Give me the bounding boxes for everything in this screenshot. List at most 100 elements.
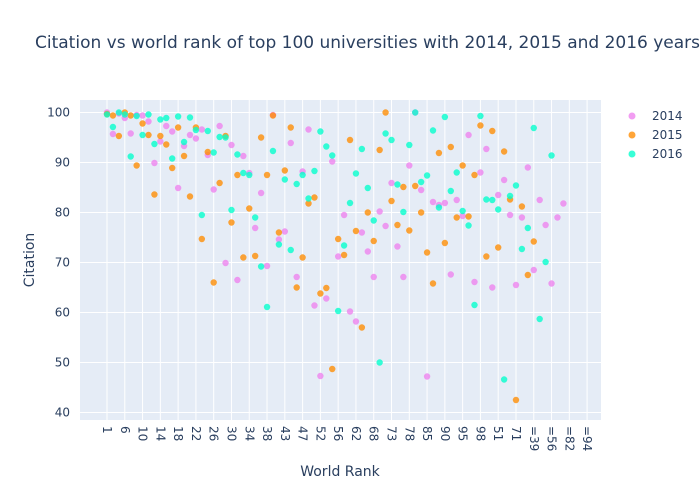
data-point-2014[interactable] (311, 302, 318, 309)
data-point-2014[interactable] (406, 162, 413, 169)
data-point-2015[interactable] (145, 131, 152, 139)
data-point-2016[interactable] (317, 128, 324, 135)
data-point-2014[interactable] (340, 211, 348, 219)
data-point-2014[interactable] (423, 373, 431, 380)
data-point-2016[interactable] (370, 217, 377, 224)
data-point-2014[interactable] (257, 189, 265, 197)
data-point-2015[interactable] (133, 162, 140, 169)
data-point-2016[interactable] (364, 184, 371, 192)
data-point-2015[interactable] (370, 237, 377, 245)
data-point-2016[interactable] (293, 180, 300, 188)
data-point-2016[interactable] (340, 242, 348, 249)
data-point-2015[interactable] (323, 284, 330, 292)
data-point-2014[interactable] (151, 159, 158, 167)
data-point-2016[interactable] (210, 149, 217, 156)
data-point-2016[interactable] (412, 109, 419, 116)
data-point-2016[interactable] (198, 211, 206, 219)
data-point-2016[interactable] (417, 178, 425, 186)
data-point-2015[interactable] (340, 251, 348, 259)
data-point-2016[interactable] (299, 171, 306, 179)
data-point-2016[interactable] (441, 113, 449, 121)
data-point-2015[interactable] (198, 235, 206, 243)
data-point-2016[interactable] (127, 153, 134, 160)
data-point-2015[interactable] (429, 280, 437, 287)
data-point-2015[interactable] (180, 152, 188, 160)
data-point-2015[interactable] (489, 127, 496, 135)
data-point-2015[interactable] (346, 136, 354, 144)
data-point-2014[interactable] (216, 122, 223, 130)
data-point-2015[interactable] (329, 365, 336, 373)
data-point-2015[interactable] (204, 148, 211, 156)
data-point-2015[interactable] (435, 149, 443, 157)
data-point-2016[interactable] (506, 192, 514, 200)
data-point-2014[interactable] (293, 273, 300, 281)
data-point-2014[interactable] (334, 253, 342, 260)
data-point-2014[interactable] (352, 318, 360, 325)
data-point-2016[interactable] (376, 359, 383, 366)
data-point-2016[interactable] (394, 181, 401, 188)
data-point-2015[interactable] (406, 227, 413, 234)
data-point-2015[interactable] (352, 227, 360, 235)
data-point-2016[interactable] (121, 111, 128, 118)
data-point-2015[interactable] (115, 132, 123, 140)
data-point-2014[interactable] (127, 130, 134, 137)
data-point-2014[interactable] (275, 236, 283, 243)
data-point-2014[interactable] (358, 229, 366, 236)
data-point-2016[interactable] (251, 214, 259, 221)
data-point-2015[interactable] (311, 194, 318, 201)
data-point-2014[interactable] (376, 208, 383, 215)
data-point-2016[interactable] (542, 258, 549, 266)
data-point-2016[interactable] (447, 187, 454, 195)
data-point-2015[interactable] (234, 171, 241, 179)
data-point-2015[interactable] (251, 252, 259, 260)
data-point-2015[interactable] (459, 162, 466, 169)
data-point-2014[interactable] (388, 179, 395, 187)
legend-item-2014[interactable]: 2014 (628, 109, 683, 123)
data-point-2016[interactable] (512, 182, 520, 189)
data-point-2015[interactable] (334, 235, 342, 243)
legend[interactable]: 2014 2015 2016 (628, 109, 683, 161)
data-point-2016[interactable] (186, 114, 194, 121)
data-point-2016[interactable] (216, 133, 223, 141)
data-point-2014[interactable] (506, 211, 514, 219)
data-point-2016[interactable] (323, 143, 330, 150)
data-point-2015[interactable] (358, 324, 366, 331)
data-point-2014[interactable] (145, 118, 152, 125)
data-point-2015[interactable] (382, 109, 389, 116)
data-point-2014[interactable] (192, 135, 200, 142)
data-point-2016[interactable] (269, 147, 277, 155)
data-point-2014[interactable] (263, 262, 271, 270)
data-point-2014[interactable] (240, 152, 247, 160)
data-point-2015[interactable] (127, 112, 134, 119)
data-point-2014[interactable] (495, 191, 502, 199)
data-point-2014[interactable] (524, 164, 532, 171)
data-point-2014[interactable] (329, 158, 336, 165)
data-point-2016[interactable] (352, 170, 360, 177)
data-point-2014[interactable] (512, 281, 520, 289)
data-point-2014[interactable] (228, 141, 235, 149)
data-point-2015[interactable] (287, 124, 294, 131)
data-point-2015[interactable] (441, 239, 449, 247)
data-point-2015[interactable] (317, 290, 324, 297)
data-point-2015[interactable] (246, 205, 253, 212)
data-point-2016[interactable] (222, 134, 229, 141)
data-point-2014[interactable] (400, 273, 407, 281)
data-point-2014[interactable] (417, 186, 425, 194)
data-point-2015[interactable] (417, 209, 425, 216)
data-point-2016[interactable] (329, 152, 336, 159)
data-point-2016[interactable] (429, 127, 437, 134)
legend-item-2015[interactable]: 2015 (628, 128, 683, 142)
data-point-2016[interactable] (548, 152, 555, 159)
data-point-2014[interactable] (323, 295, 330, 302)
data-point-2016[interactable] (151, 140, 158, 148)
data-point-2014[interactable] (157, 138, 164, 145)
data-point-2016[interactable] (234, 151, 241, 158)
data-point-2016[interactable] (453, 169, 460, 176)
data-point-2015[interactable] (495, 244, 502, 251)
data-point-2014[interactable] (210, 186, 217, 193)
data-point-2014[interactable] (317, 372, 324, 380)
data-point-2014[interactable] (222, 259, 229, 267)
data-point-2014[interactable] (346, 308, 354, 315)
data-point-2014[interactable] (560, 200, 567, 207)
data-point-2015[interactable] (518, 203, 526, 210)
